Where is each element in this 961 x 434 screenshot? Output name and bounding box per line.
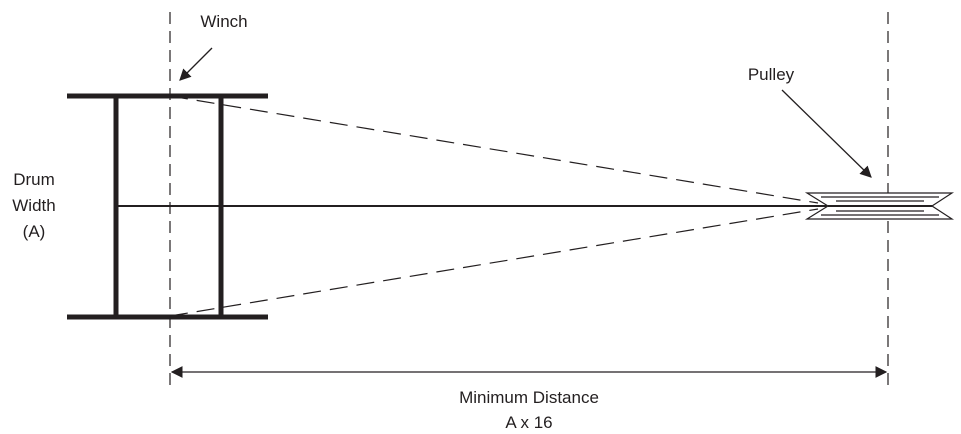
minimum-distance-formula: A x 16 — [505, 413, 552, 432]
pulley-pointer-arrow — [781, 89, 872, 178]
pulley-label: Pulley — [748, 65, 795, 84]
fleet-angle-lower-line — [169, 208, 819, 317]
winch-pointer-arrow — [179, 47, 213, 81]
fleet-angle-upper-line — [169, 95, 819, 204]
minimum-distance-label: Minimum Distance — [459, 388, 599, 407]
drum-width-label-line3: (A) — [23, 222, 46, 241]
drum-width-label-line1: Drum — [13, 170, 55, 189]
drum-width-label-line2: Width — [12, 196, 55, 215]
pulley-icon — [804, 192, 955, 220]
winch-label: Winch — [200, 12, 247, 31]
